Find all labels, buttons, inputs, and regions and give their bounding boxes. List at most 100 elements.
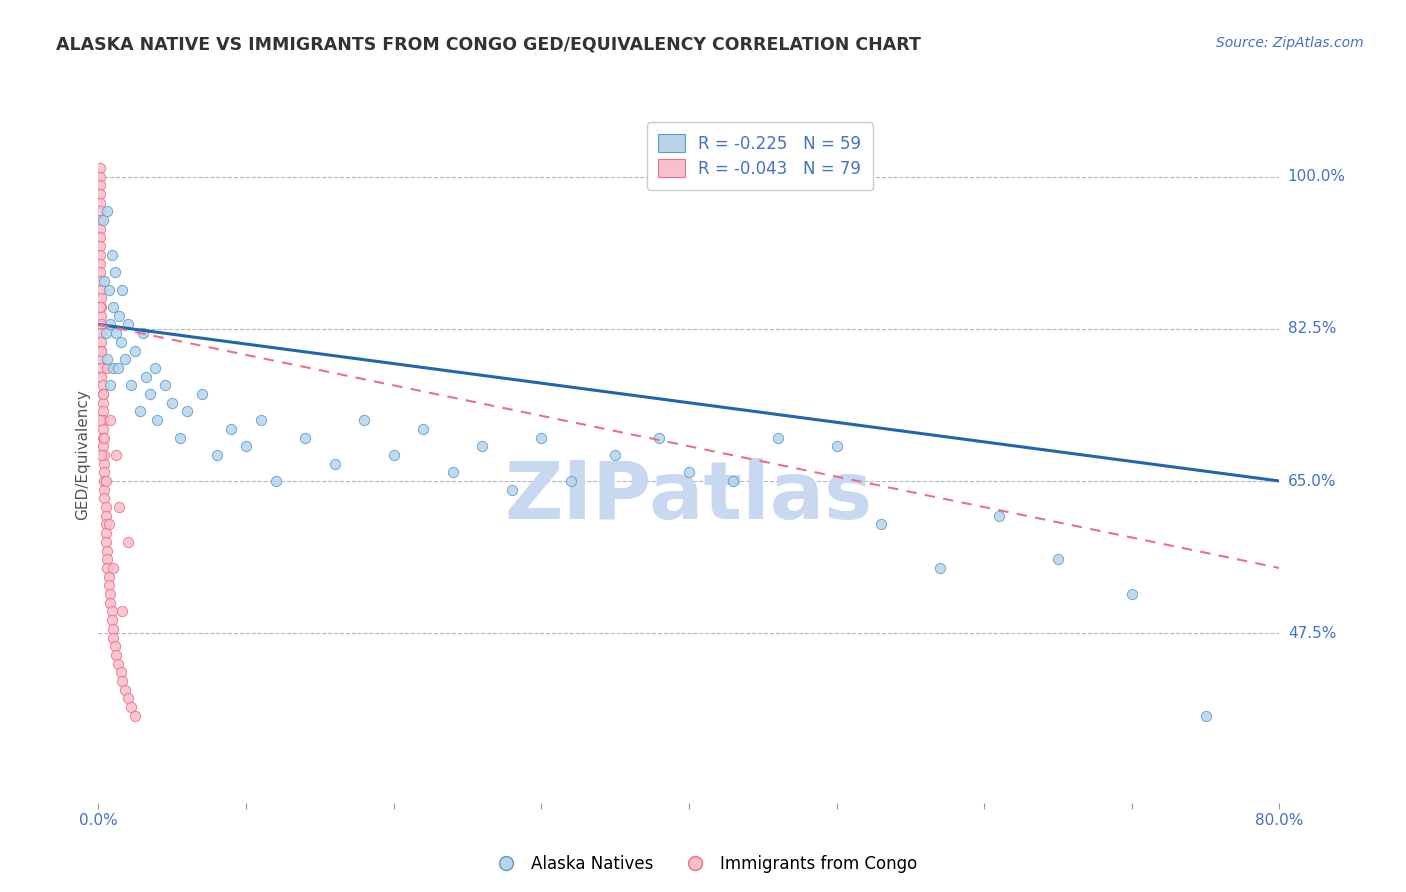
Point xyxy=(96,204,118,219)
Point xyxy=(110,665,132,680)
Point xyxy=(560,474,582,488)
Point xyxy=(91,387,114,401)
Point xyxy=(90,318,112,332)
Point xyxy=(93,274,115,288)
Point xyxy=(191,387,214,401)
Point xyxy=(382,448,405,462)
Point xyxy=(132,326,155,341)
Point xyxy=(103,300,125,314)
Point xyxy=(96,352,118,367)
Point xyxy=(111,605,134,619)
Point xyxy=(219,422,242,436)
Point xyxy=(105,326,128,341)
Point xyxy=(89,161,111,175)
Point xyxy=(128,404,150,418)
Point xyxy=(89,204,111,219)
Text: ALASKA NATIVE VS IMMIGRANTS FROM CONGO GED/EQUIVALENCY CORRELATION CHART: ALASKA NATIVE VS IMMIGRANTS FROM CONGO G… xyxy=(56,36,921,54)
Point xyxy=(90,309,112,323)
Point xyxy=(90,369,112,384)
Point xyxy=(721,474,744,488)
Point xyxy=(108,309,131,323)
Point xyxy=(928,561,950,575)
Legend: R = -0.225   N = 59, R = -0.043   N = 79: R = -0.225 N = 59, R = -0.043 N = 79 xyxy=(647,122,873,190)
Point xyxy=(89,195,111,210)
Point xyxy=(91,413,114,427)
Point xyxy=(100,605,122,619)
Point xyxy=(98,318,121,332)
Point xyxy=(117,535,139,549)
Point xyxy=(90,448,112,462)
Point xyxy=(107,360,129,375)
Point xyxy=(91,387,114,401)
Point xyxy=(93,483,115,497)
Point xyxy=(264,474,287,488)
Point xyxy=(98,587,121,601)
Point xyxy=(139,387,162,401)
Point xyxy=(97,570,120,584)
Point xyxy=(98,378,121,392)
Point xyxy=(135,369,157,384)
Point xyxy=(103,622,125,636)
Point xyxy=(153,378,176,392)
Point xyxy=(89,187,111,202)
Point xyxy=(169,431,191,445)
Point xyxy=(90,334,112,349)
Point xyxy=(89,257,111,271)
Point xyxy=(1046,552,1069,566)
Point xyxy=(110,334,132,349)
Legend: Alaska Natives, Immigrants from Congo: Alaska Natives, Immigrants from Congo xyxy=(482,848,924,880)
Point xyxy=(89,274,111,288)
Point xyxy=(89,265,111,279)
Point xyxy=(91,422,114,436)
Point xyxy=(441,466,464,480)
Text: 100.0%: 100.0% xyxy=(1288,169,1346,184)
Point xyxy=(90,291,112,305)
Point xyxy=(530,431,553,445)
Point xyxy=(103,561,125,575)
Point xyxy=(114,352,136,367)
Point xyxy=(94,326,117,341)
Point xyxy=(766,431,789,445)
Point xyxy=(176,404,198,418)
Point xyxy=(90,283,112,297)
Point xyxy=(96,360,118,375)
Point xyxy=(90,360,112,375)
Y-axis label: GED/Equivalency: GED/Equivalency xyxy=(75,390,90,520)
Point xyxy=(648,431,671,445)
Point xyxy=(501,483,523,497)
Text: 65.0%: 65.0% xyxy=(1288,474,1336,489)
Point xyxy=(114,682,136,697)
Point xyxy=(120,378,142,392)
Point xyxy=(91,431,114,445)
Point xyxy=(96,561,118,575)
Point xyxy=(1195,708,1218,723)
Point xyxy=(97,517,120,532)
Point xyxy=(90,343,112,358)
Point xyxy=(93,431,115,445)
Point xyxy=(412,422,434,436)
Point xyxy=(294,431,316,445)
Point xyxy=(471,439,494,453)
Point xyxy=(89,239,111,253)
Point xyxy=(205,448,228,462)
Point xyxy=(89,178,111,193)
Point xyxy=(89,213,111,227)
Point xyxy=(90,343,112,358)
Point xyxy=(94,474,117,488)
Text: 47.5%: 47.5% xyxy=(1288,625,1336,640)
Point xyxy=(93,448,115,462)
Point xyxy=(93,457,115,471)
Point xyxy=(100,248,122,262)
Point xyxy=(987,508,1010,523)
Point xyxy=(89,169,111,184)
Point xyxy=(93,474,115,488)
Point xyxy=(107,657,129,671)
Point xyxy=(105,448,128,462)
Point xyxy=(117,691,139,706)
Point xyxy=(97,283,120,297)
Point xyxy=(120,700,142,714)
Point xyxy=(869,517,891,532)
Point xyxy=(124,708,146,723)
Point xyxy=(250,413,273,427)
Point xyxy=(235,439,257,453)
